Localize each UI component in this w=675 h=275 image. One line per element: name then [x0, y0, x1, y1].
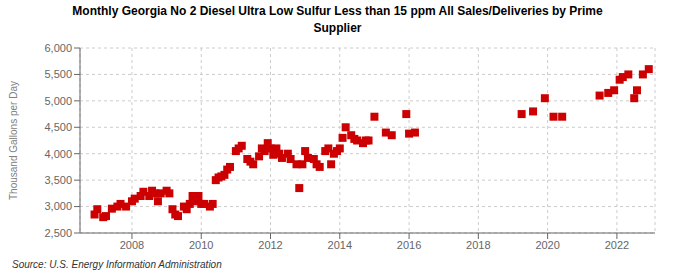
svg-text:4,500: 4,500: [44, 121, 72, 133]
svg-text:2020: 2020: [535, 239, 559, 251]
svg-text:Thousand Gallons per Day: Thousand Gallons per Day: [8, 81, 19, 200]
svg-text:2010: 2010: [189, 239, 213, 251]
html-text:Source: U.S. Energy Informatio: Source: U.S. Energy Information Administ…: [12, 259, 222, 270]
svg-text:2016: 2016: [397, 239, 421, 251]
svg-text:2012: 2012: [258, 239, 282, 251]
html-text:Monthly Georgia No 2 Diesel Ul: Monthly Georgia No 2 Diesel Ultra Low Su…: [72, 4, 603, 35]
svg-text:2008: 2008: [120, 239, 144, 251]
svg-text:2022: 2022: [605, 239, 629, 251]
svg-text:2018: 2018: [466, 239, 490, 251]
svg-text:3,500: 3,500: [44, 174, 72, 186]
svg-text:4,000: 4,000: [44, 148, 72, 160]
svg-text:5,000: 5,000: [44, 95, 72, 107]
svg-text:6,000: 6,000: [44, 42, 72, 54]
svg-text:5,500: 5,500: [44, 68, 72, 80]
svg-text:2014: 2014: [328, 239, 352, 251]
svg-text:2,500: 2,500: [44, 227, 72, 239]
svg-text:3,000: 3,000: [44, 200, 72, 212]
